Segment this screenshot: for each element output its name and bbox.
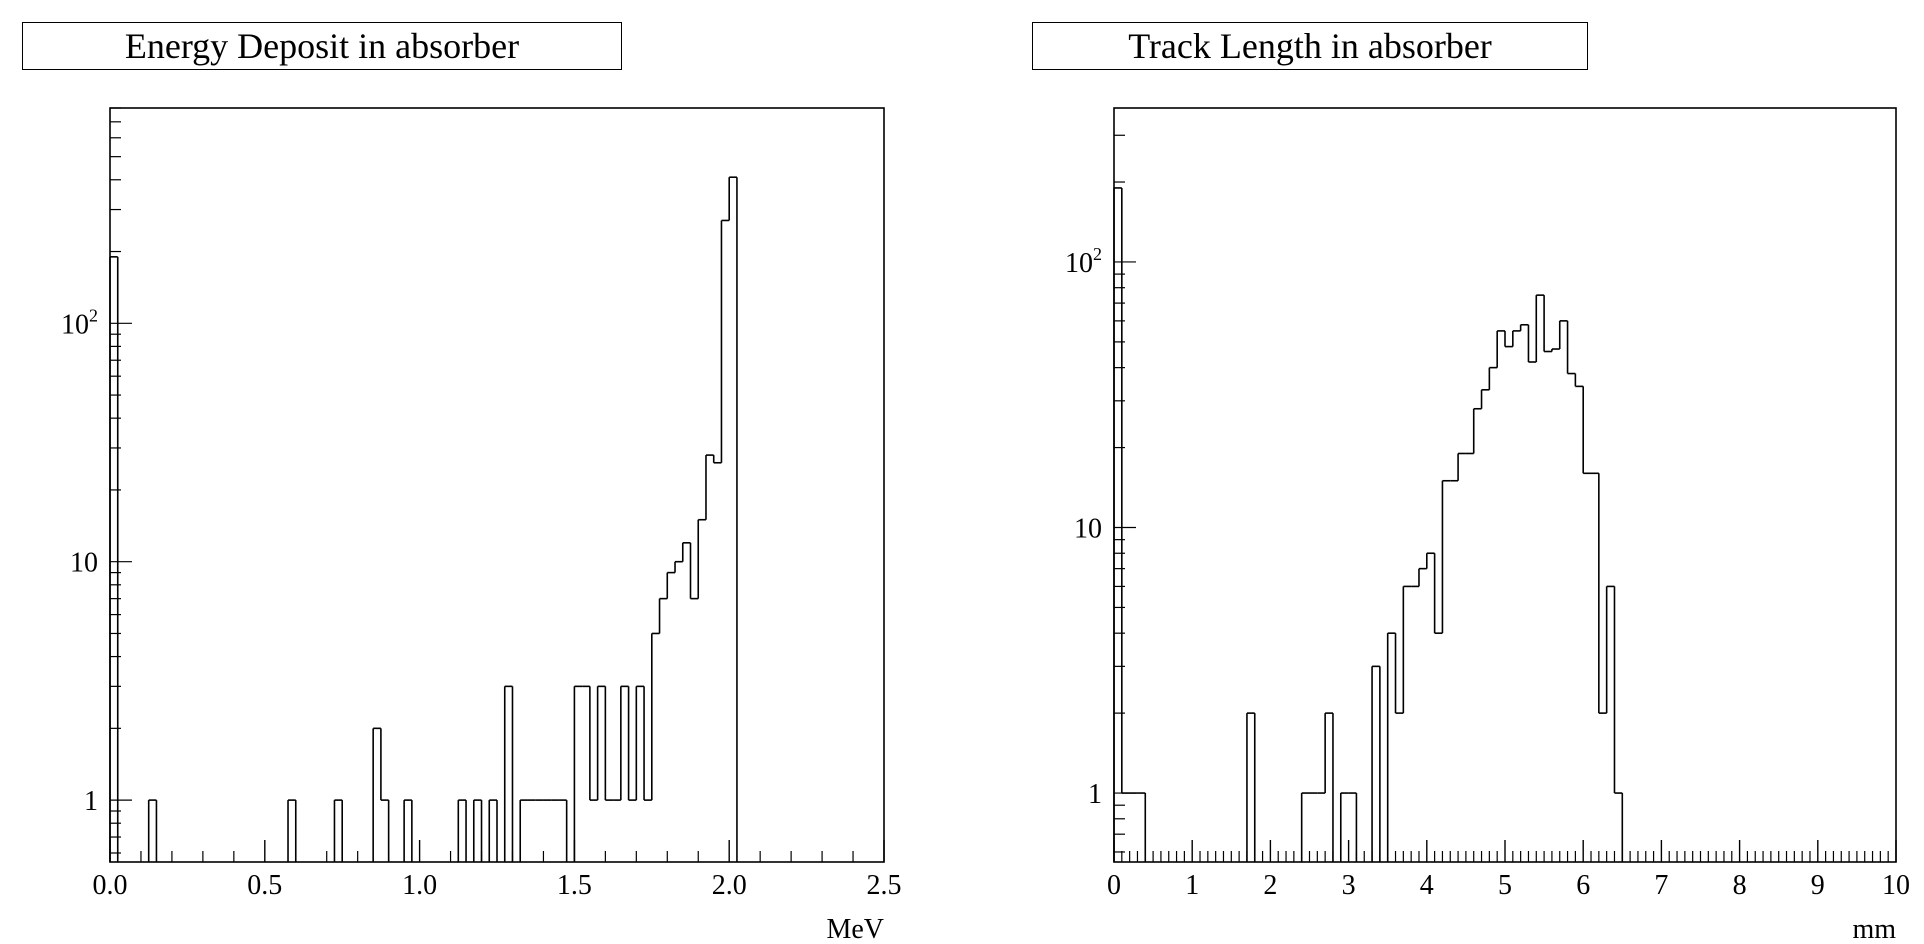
track-length-x-tick-label: 7	[1654, 870, 1668, 901]
energy-deposit-y-tick-label: 1	[84, 786, 98, 817]
energy-deposit-x-axis-label: MeV	[826, 914, 884, 944]
energy-deposit-y-tick-label: 102	[61, 305, 98, 340]
track-length-x-axis-label: mm	[1852, 914, 1896, 944]
energy-deposit-panel: Energy Deposit in absorber 0.0 0.5 1.0 1.5 2…	[22, 22, 902, 944]
energy-deposit-title: Energy Deposit in absorber	[22, 22, 622, 70]
track-length-x-tick-label: 4	[1420, 870, 1434, 901]
track-length-plot: 0 1 2 3 4 5 6 7 8 9 10 1 10 102 mm	[1065, 107, 1910, 944]
energy-deposit-x-tick-label: 2.0	[712, 870, 747, 901]
track-length-x-tick-label: 0	[1107, 870, 1121, 901]
track-length-panel: Track Length in absorber 0 1 2 3 4 5 6 7 8 9 10 1 10…	[1000, 0, 1924, 944]
track-length-x-tick-label: 1	[1185, 870, 1199, 901]
track-length-x-tick-label: 2	[1263, 870, 1277, 901]
energy-deposit-x-tick-label: 2.5	[867, 870, 902, 901]
energy-deposit-y-tick-label: 10	[70, 548, 98, 579]
track-length-title: Track Length in absorber	[1032, 22, 1588, 70]
track-length-x-tick-label: 9	[1811, 870, 1825, 901]
track-length-x-tick-label: 5	[1498, 870, 1512, 901]
energy-deposit-x-tick-label: 0.0	[93, 870, 128, 901]
energy-deposit-plot-frame	[109, 107, 885, 863]
energy-deposit-plot: 0.0 0.5 1.0 1.5 2.0 2.5 1 10 102 MeV	[61, 107, 902, 944]
track-length-x-tick-label: 10	[1882, 870, 1910, 901]
track-length-x-tick-label: 8	[1733, 870, 1747, 901]
energy-deposit-x-tick-label: 0.5	[247, 870, 282, 901]
energy-deposit-x-tick-label: 1.0	[402, 870, 437, 901]
track-length-y-tick-label: 102	[1065, 244, 1102, 279]
track-length-y-tick-label: 1	[1088, 779, 1102, 810]
energy-deposit-x-tick-label: 1.5	[557, 870, 592, 901]
track-length-x-tick-label: 3	[1342, 870, 1356, 901]
track-length-x-tick-label: 6	[1576, 870, 1590, 901]
track-length-y-tick-label: 10	[1074, 514, 1102, 545]
track-length-plot-frame	[1113, 107, 1897, 863]
